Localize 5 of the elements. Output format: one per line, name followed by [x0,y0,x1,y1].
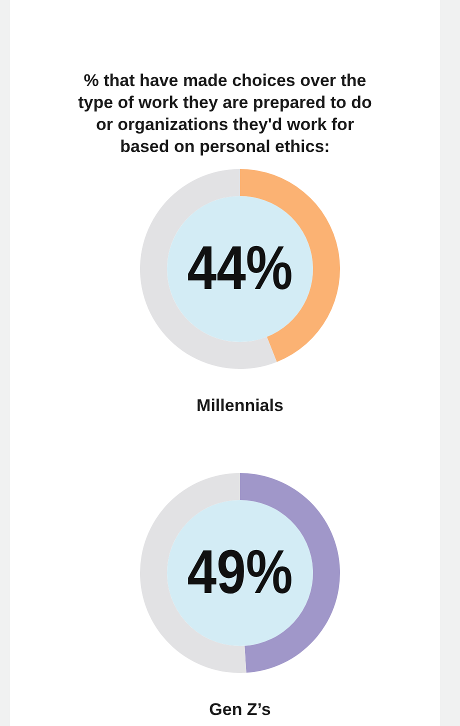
text: Gen Z’s [208,700,272,720]
chart-title: % that have made choices over the type of work they are prepared to do or organizations they'd work for based on personal ethics: [77,70,373,158]
data-label: 49% [186,537,294,609]
data-label: 44% [186,233,294,305]
text: Millennials [196,396,284,416]
